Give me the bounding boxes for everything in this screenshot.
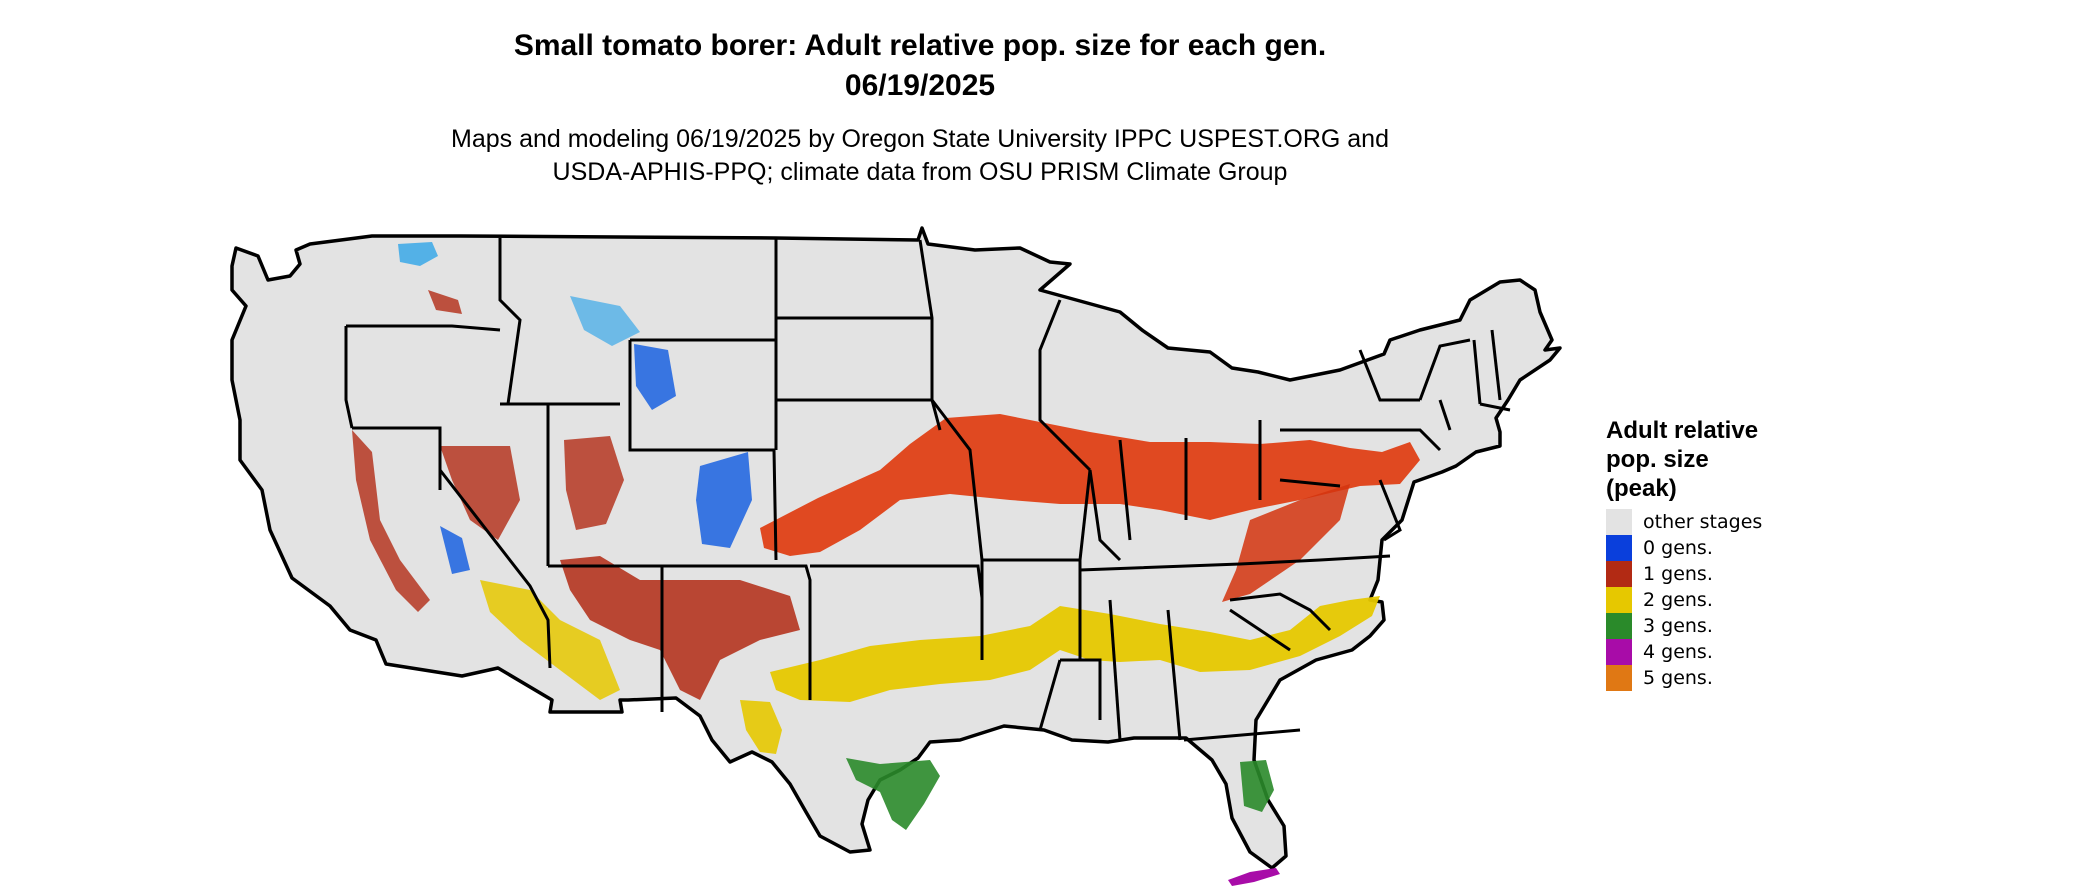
legend-item-1-gens: 1 gens. (1606, 561, 1762, 587)
zone-0-gens-sierra (440, 526, 470, 574)
zone-1-gen-california-coast (352, 430, 430, 612)
legend-label: 0 gens. (1643, 537, 1713, 559)
legend-swatch (1606, 613, 1632, 639)
zone-2-gens-south-band (770, 596, 1380, 702)
legend-item-5-gens: 5 gens. (1606, 665, 1762, 691)
legend-item-3-gens: 3 gens. (1606, 613, 1762, 639)
zone-1-gen-great-basin (440, 446, 520, 540)
legend-item-4-gens: 4 gens. (1606, 639, 1762, 665)
zone-0-gens-wyoming (634, 344, 676, 410)
us-landmass (230, 226, 1562, 870)
zone-0-gens-washington (398, 242, 438, 266)
zone-4-gens-florida-keys (1228, 868, 1280, 886)
legend-title-line: (peak) (1606, 475, 1677, 502)
legend-label: 2 gens. (1643, 589, 1713, 611)
legend-title: Adult relative pop. size (peak) (1606, 416, 1762, 503)
legend-swatch (1606, 561, 1632, 587)
zone-3-gens-texas-coast (846, 758, 940, 830)
generation-overlay (352, 242, 1420, 886)
state-borders (344, 238, 1511, 742)
zone-1-gen-southwest (560, 556, 800, 700)
legend-label: other stages (1643, 511, 1763, 533)
map-legend: Adult relative pop. size (peak) other st… (1606, 416, 1762, 691)
map-subtitle-line2: USDA-APHIS-PPQ; climate data from OSU PR… (552, 158, 1288, 186)
zone-1-gen-oregon (428, 290, 462, 314)
zone-0-gens-idaho-montana (570, 296, 640, 346)
legend-swatch (1606, 535, 1632, 561)
legend-swatch (1606, 639, 1632, 665)
map-title-line1: Small tomato borer: Adult relative pop. … (513, 29, 1327, 62)
legend-swatch (1606, 509, 1632, 535)
zone-1-gen-utah (564, 436, 624, 530)
legend-label: 4 gens. (1643, 641, 1713, 663)
map-title-line2: 06/19/2025 (844, 69, 996, 102)
legend-items: other stages 0 gens. 1 gens. 2 gens. 3 g… (1606, 509, 1762, 691)
zone-0-gens-colorado (696, 452, 752, 548)
legend-swatch (1606, 665, 1632, 691)
legend-label: 1 gens. (1643, 563, 1713, 585)
zone-3-gens-florida (1240, 760, 1274, 812)
legend-title-line: pop. size (1606, 446, 1709, 473)
legend-item-2-gens: 2 gens. (1606, 587, 1762, 613)
zone-1-gen-midwest-band (760, 414, 1420, 556)
legend-item-0-gens: 0 gens. (1606, 535, 1762, 561)
legend-label: 3 gens. (1643, 615, 1713, 637)
zone-1-gen-appalachia (1222, 484, 1350, 602)
legend-item-other-stages: other stages (1606, 509, 1762, 535)
zone-2-gens-texas-border (740, 700, 782, 754)
map-subtitle-line1: Maps and modeling 06/19/2025 by Oregon S… (451, 125, 1389, 153)
legend-title-line: Adult relative (1606, 417, 1759, 444)
us-map (230, 226, 1562, 886)
legend-label: 5 gens. (1643, 667, 1713, 689)
legend-swatch (1606, 587, 1632, 613)
